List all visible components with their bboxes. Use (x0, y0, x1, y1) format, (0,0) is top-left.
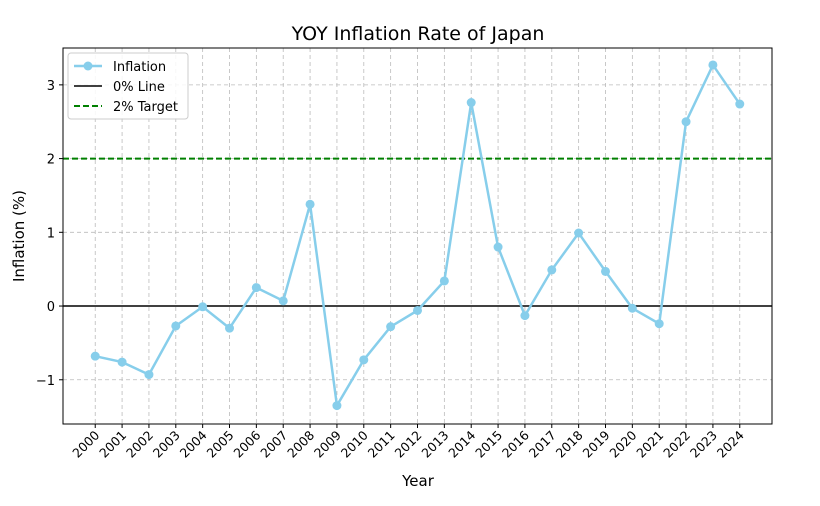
inflation-point (520, 311, 530, 321)
inflation-point (654, 319, 664, 329)
x-tick-label: 2016 (499, 427, 532, 460)
x-tick-label: 2023 (687, 428, 720, 461)
legend-zero-label: 0% Line (113, 80, 165, 95)
x-tick-label: 2000 (69, 427, 102, 460)
x-tick-label: 2022 (660, 428, 693, 461)
legend: Inflation 0% Line 2% Target (67, 52, 189, 120)
inflation-point (198, 302, 208, 312)
x-tick-label: 2005 (204, 428, 237, 461)
x-axis-label: Year (401, 472, 435, 490)
x-tick-label: 2013 (418, 428, 451, 461)
inflation-point (439, 276, 449, 286)
inflation-point (413, 305, 422, 315)
x-tick-label: 2015 (472, 428, 505, 461)
y-tick-label: 1 (47, 226, 55, 241)
x-tick-label: 2020 (606, 427, 639, 460)
x-tick-label: 2011 (365, 428, 398, 461)
x-tick-label: 2007 (257, 428, 290, 461)
x-tick-label: 2004 (177, 427, 210, 460)
x-tick-label: 2018 (553, 427, 586, 460)
inflation-point (735, 99, 745, 109)
legend-inflation-label: Inflation (113, 60, 166, 75)
x-tick-label: 2024 (714, 427, 747, 460)
x-tick-label: 2021 (633, 428, 666, 461)
y-tick-label: 2 (47, 153, 55, 168)
inflation-point (117, 357, 127, 367)
inflation-point (681, 117, 691, 127)
inflation-point (359, 355, 369, 365)
legend-target-label: 2% Target (113, 100, 178, 115)
inflation-point (171, 321, 181, 331)
inflation-point (332, 401, 342, 411)
inflation-point (90, 351, 100, 361)
inflation-point (225, 323, 235, 333)
y-axis-label: Inflation (%) (10, 190, 28, 282)
x-tick-label: 2010 (338, 427, 371, 460)
legend-box (67, 52, 189, 120)
inflation-point (144, 370, 154, 380)
y-tick-label: 3 (47, 79, 55, 94)
inflation-line (94, 62, 741, 410)
x-tick-label: 2002 (123, 428, 156, 461)
legend-inflation-marker (83, 61, 93, 71)
inflation-point (251, 283, 261, 293)
x-tick-label: 2001 (96, 428, 129, 461)
x-tick-label: 2017 (526, 428, 559, 461)
inflation-point (600, 266, 610, 276)
inflation-point (278, 296, 288, 306)
inflation-point (708, 60, 718, 70)
x-tick-label: 2012 (392, 428, 425, 461)
y-tick-label: −1 (36, 374, 55, 389)
inflation-point (574, 228, 584, 238)
inflation-point (305, 199, 315, 209)
inflation-point (493, 242, 503, 252)
x-tick-label: 2014 (445, 427, 478, 460)
x-tick-label: 2006 (230, 427, 263, 460)
chart-title: YOY Inflation Rate of Japan (291, 23, 545, 45)
x-tick-label: 2019 (580, 427, 613, 460)
x-tick-label: 2008 (284, 427, 317, 460)
inflation-point (386, 322, 396, 332)
inflation-point (627, 303, 637, 313)
plot-frame (62, 47, 773, 425)
x-tick-label: 2003 (150, 428, 183, 461)
inflation-point (466, 98, 476, 108)
y-tick-label: 0 (47, 300, 55, 315)
x-tick-label: 2009 (311, 427, 344, 460)
inflation-point (547, 265, 557, 275)
